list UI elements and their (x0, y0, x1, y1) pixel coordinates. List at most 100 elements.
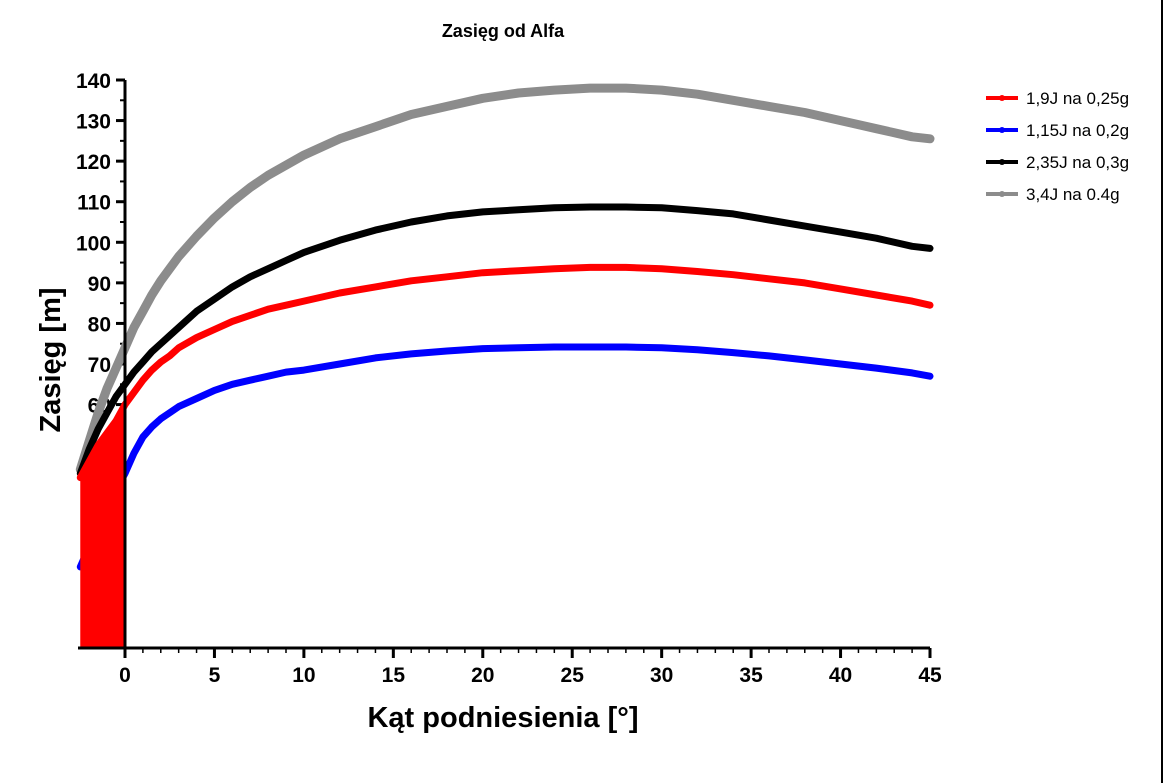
series-point (166, 409, 173, 416)
series-point (211, 214, 218, 221)
series-point (927, 302, 933, 309)
series-point (193, 308, 200, 315)
series-point (148, 367, 155, 374)
series-point (148, 348, 155, 355)
series-point (622, 264, 629, 271)
series-point (479, 208, 486, 215)
series-1 (76, 343, 934, 571)
series-point (283, 302, 289, 309)
series-point (211, 326, 218, 333)
legend-marker (999, 159, 1005, 165)
series-fan (80, 404, 125, 648)
legend-marker (999, 127, 1005, 133)
series-line (76, 343, 934, 571)
series-point (113, 365, 120, 372)
legend-marker (999, 191, 1005, 197)
series-point (730, 210, 737, 217)
series-point (139, 358, 146, 365)
series-point (551, 265, 558, 272)
series-point (104, 429, 111, 436)
series-point (801, 279, 808, 286)
y-tick-label: 70 (88, 354, 111, 377)
series-point (909, 133, 916, 140)
y-tick-label: 80 (88, 313, 111, 336)
series-point (265, 265, 272, 272)
series-point (479, 345, 486, 352)
series-point (229, 318, 236, 325)
series-point (166, 265, 173, 272)
series-point (139, 434, 146, 441)
series-point (139, 377, 146, 384)
series-point (766, 103, 772, 110)
series-point (873, 365, 880, 372)
y-tick-label: 130 (76, 111, 111, 134)
series-point (283, 369, 289, 376)
series-point (104, 385, 111, 392)
legend-marker (999, 95, 1005, 101)
series-point (587, 343, 594, 350)
legend: 1,9J na 0,25g 1,15J na 0,2g 2,35J na 0,3g 3… (986, 89, 1129, 204)
series-point (479, 95, 486, 102)
series-point (95, 442, 102, 449)
legend-label: 2,35J na 0,3g (1026, 153, 1129, 172)
series-point (211, 296, 218, 303)
x-tick-label: 5 (209, 664, 221, 687)
series-point (77, 474, 84, 481)
window-right-border (1161, 0, 1163, 783)
series-point (166, 332, 173, 339)
y-tick-label: 100 (76, 232, 111, 255)
series-point (130, 450, 137, 457)
series-point (300, 152, 307, 159)
series-point (515, 206, 522, 213)
series-2 (76, 203, 934, 477)
series-point (837, 117, 844, 124)
series-point (927, 245, 933, 252)
series-point (444, 273, 450, 280)
series-point (372, 283, 379, 290)
series-point (265, 172, 272, 179)
series-point (515, 344, 522, 351)
series-point (658, 344, 665, 351)
series-point (801, 223, 808, 230)
chart-title: Zasięg od Alfa (442, 21, 565, 41)
series-point (336, 135, 343, 142)
series-point (801, 109, 808, 116)
series-point (95, 409, 102, 416)
series-point (694, 207, 701, 214)
series-point (408, 111, 415, 118)
series-point (444, 348, 450, 355)
series-point (551, 87, 558, 94)
series-point (130, 369, 137, 376)
series-point (139, 308, 146, 315)
series-point (873, 235, 880, 242)
series-point (587, 203, 594, 210)
series-point (283, 162, 289, 169)
x-tick-label: 30 (650, 664, 673, 687)
series-point (300, 367, 307, 374)
y-tick-label: 120 (76, 151, 111, 174)
series-point (408, 219, 415, 225)
x-tick-label: 40 (829, 664, 852, 687)
series-point (247, 312, 254, 319)
series-point (130, 389, 137, 396)
series-point (157, 358, 164, 365)
series-point (86, 446, 93, 453)
series-line (75, 83, 935, 474)
x-tick-label: 10 (292, 664, 315, 687)
series-point (193, 395, 200, 402)
series-point (130, 324, 137, 331)
series-point (927, 135, 933, 142)
series-point (247, 377, 254, 384)
series-point (587, 85, 594, 92)
x-axis-title: Kąt podniesienia [°] (367, 702, 638, 734)
series-line (76, 263, 934, 482)
series-point (694, 346, 701, 353)
series-3 (75, 83, 935, 474)
series-point (479, 269, 486, 276)
x-tick-label: 25 (561, 664, 585, 687)
series-point (515, 89, 522, 96)
legend-label: 3,4J na 0.4g (1026, 185, 1120, 204)
y-axis-title: Zasięg [m] (35, 287, 67, 432)
series-point (622, 203, 629, 210)
series-point (157, 340, 164, 347)
